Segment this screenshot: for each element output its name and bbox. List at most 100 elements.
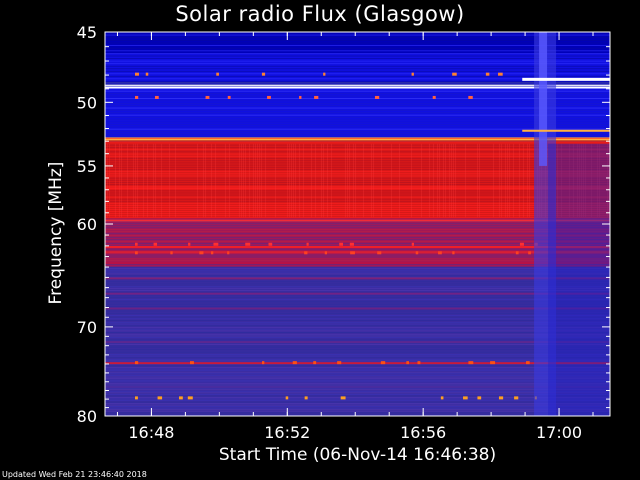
texture-line bbox=[105, 282, 610, 284]
emission-line bbox=[105, 386, 610, 389]
texture-line bbox=[105, 100, 610, 102]
emission-dot bbox=[285, 396, 289, 400]
grain bbox=[391, 143, 392, 218]
grain bbox=[557, 143, 558, 218]
texture-line bbox=[105, 352, 610, 354]
texture-line bbox=[105, 347, 610, 349]
texture-line bbox=[105, 58, 610, 59]
grain bbox=[451, 143, 452, 218]
texture-line bbox=[105, 321, 610, 323]
texture-line bbox=[105, 177, 610, 179]
emission-dot bbox=[292, 361, 297, 365]
texture-line bbox=[105, 284, 610, 286]
shifted-line-orange bbox=[522, 129, 610, 132]
texture-line bbox=[105, 53, 610, 54]
grain bbox=[155, 143, 156, 218]
texture-line bbox=[105, 166, 610, 168]
texture-line bbox=[105, 267, 610, 269]
texture-line bbox=[105, 239, 610, 240]
grain bbox=[455, 143, 456, 218]
x-tick-label-1: 16:52 bbox=[264, 423, 310, 442]
texture-line bbox=[105, 241, 610, 242]
texture-line bbox=[105, 378, 610, 380]
emission-dot bbox=[314, 95, 319, 99]
grain bbox=[197, 143, 198, 218]
emission-line bbox=[105, 187, 610, 190]
texture-line bbox=[105, 225, 610, 227]
texture-line bbox=[105, 384, 610, 386]
emission-dot bbox=[323, 72, 326, 76]
texture-line bbox=[105, 119, 610, 121]
texture-line bbox=[105, 357, 610, 359]
emission-dot bbox=[267, 95, 271, 99]
grain bbox=[175, 143, 176, 218]
emission-dot bbox=[339, 242, 344, 246]
grain bbox=[437, 143, 438, 218]
emission-line bbox=[105, 251, 610, 254]
emission-dot bbox=[170, 251, 173, 255]
emission-dot bbox=[468, 361, 474, 365]
emission-dot bbox=[377, 251, 382, 255]
grain bbox=[373, 143, 374, 218]
emission-dot bbox=[261, 361, 265, 365]
texture-line bbox=[105, 105, 610, 107]
texture-line bbox=[105, 398, 610, 400]
texture-line bbox=[105, 375, 610, 376]
texture-line bbox=[105, 175, 610, 177]
emission-dot bbox=[145, 72, 149, 76]
texture-line bbox=[105, 68, 610, 70]
emission-dot bbox=[463, 396, 468, 400]
axes: 45 50 55 60 70 80 16:48 16:52 16:56 17:00 bbox=[77, 23, 611, 442]
grain bbox=[289, 143, 290, 218]
grain bbox=[445, 143, 446, 218]
emission-dot bbox=[304, 396, 308, 400]
texture-line bbox=[105, 304, 610, 306]
grain bbox=[303, 143, 304, 218]
grain bbox=[585, 143, 586, 218]
grain bbox=[523, 143, 524, 218]
texture-line bbox=[105, 209, 610, 210]
x-tick-label-3: 17:00 bbox=[536, 423, 582, 442]
texture-line bbox=[105, 264, 610, 265]
x-axis-label: Start Time (06-Nov-14 16:46:38) bbox=[218, 445, 497, 465]
shifted-line-white bbox=[522, 77, 610, 81]
grain bbox=[433, 143, 434, 218]
texture-line bbox=[105, 314, 610, 316]
emission-dot bbox=[468, 95, 473, 99]
grain bbox=[295, 143, 296, 218]
texture-line bbox=[105, 173, 610, 175]
grain bbox=[355, 143, 356, 218]
texture-line bbox=[105, 237, 610, 239]
grain bbox=[143, 143, 144, 218]
texture-line bbox=[105, 302, 610, 304]
emission-line bbox=[105, 362, 610, 365]
grain bbox=[349, 143, 350, 218]
texture-line bbox=[105, 358, 610, 360]
texture-line bbox=[105, 256, 610, 258]
texture-line bbox=[105, 231, 610, 233]
texture-line bbox=[105, 297, 610, 299]
grain bbox=[477, 143, 478, 218]
emission-dot bbox=[519, 242, 524, 246]
texture-line bbox=[105, 367, 610, 368]
texture-line bbox=[105, 179, 610, 181]
texture-line bbox=[105, 279, 610, 280]
texture-line bbox=[105, 42, 610, 44]
emission-dot bbox=[313, 361, 317, 365]
grain bbox=[493, 143, 494, 218]
emission-line bbox=[105, 261, 610, 264]
texture-line bbox=[105, 149, 610, 151]
emission-dot bbox=[135, 72, 139, 76]
emission-dot bbox=[205, 95, 210, 99]
texture-line bbox=[105, 140, 610, 141]
texture-line bbox=[105, 34, 610, 36]
grain bbox=[505, 143, 506, 218]
grain bbox=[449, 143, 450, 218]
grain bbox=[591, 143, 592, 218]
grain bbox=[261, 143, 262, 218]
texture-line bbox=[105, 295, 610, 297]
grain bbox=[255, 143, 256, 218]
emission-dot bbox=[438, 251, 442, 255]
texture-line bbox=[105, 404, 610, 406]
grain bbox=[331, 143, 332, 218]
